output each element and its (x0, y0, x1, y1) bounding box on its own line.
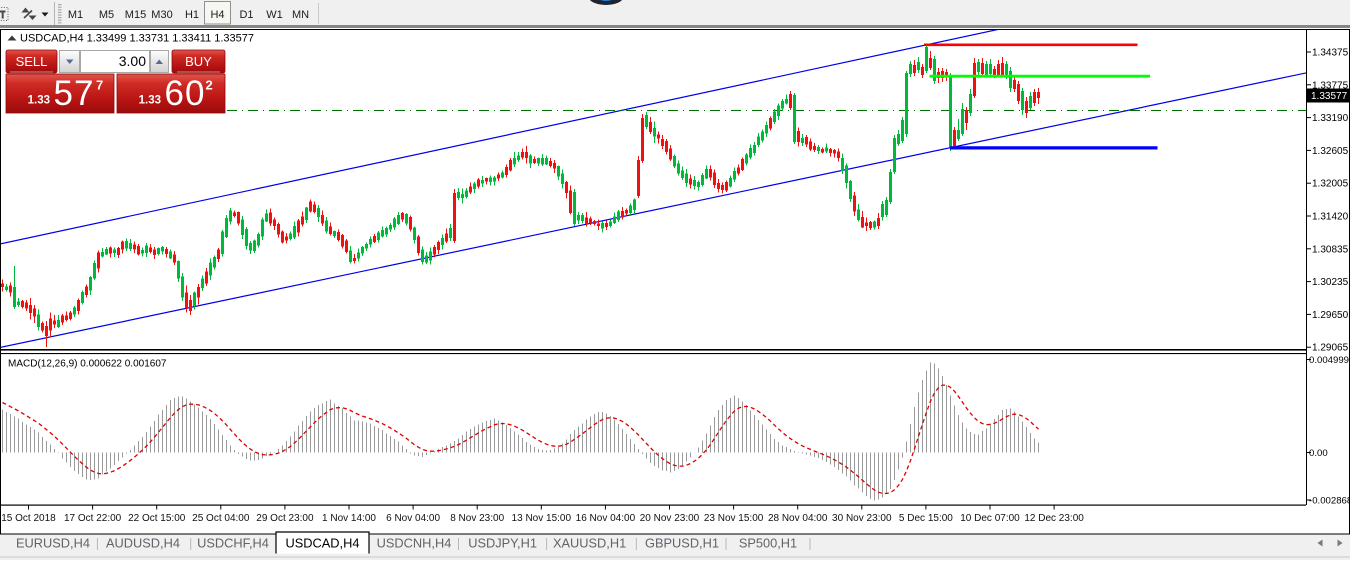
svg-text:23 Nov 15:00: 23 Nov 15:00 (704, 513, 764, 524)
svg-text:M30: M30 (151, 9, 172, 21)
svg-text:0.00: 0.00 (1309, 448, 1328, 459)
svg-text:H1: H1 (185, 9, 199, 21)
svg-text:29 Oct 23:00: 29 Oct 23:00 (256, 513, 314, 524)
svg-text:7: 7 (96, 78, 103, 93)
svg-text:28 Nov 04:00: 28 Nov 04:00 (768, 513, 828, 524)
svg-text:16 Nov 04:00: 16 Nov 04:00 (576, 513, 636, 524)
svg-text:AUDUSD,H4: AUDUSD,H4 (106, 536, 180, 551)
svg-text:20 Nov 23:00: 20 Nov 23:00 (640, 513, 700, 524)
svg-text:15 Oct 2018: 15 Oct 2018 (1, 513, 56, 524)
svg-text:1.33: 1.33 (139, 95, 161, 107)
svg-text:1.33190: 1.33190 (1312, 113, 1349, 124)
svg-text:USDCAD,H4: USDCAD,H4 (286, 536, 360, 551)
svg-text:USDJPY,H1: USDJPY,H1 (468, 536, 537, 551)
svg-text:2: 2 (206, 78, 213, 93)
svg-text:1.29065: 1.29065 (1312, 343, 1349, 354)
svg-text:1.33577: 1.33577 (1311, 91, 1348, 102)
svg-text:17 Oct 22:00: 17 Oct 22:00 (64, 513, 122, 524)
svg-text:SP500,H1: SP500,H1 (739, 536, 797, 551)
svg-text:-0.002868: -0.002868 (1309, 495, 1350, 506)
svg-text:USDCNH,H4: USDCNH,H4 (377, 536, 452, 551)
svg-text:D1: D1 (239, 9, 253, 21)
svg-text:BUY: BUY (185, 54, 212, 69)
svg-text:10 Dec 07:00: 10 Dec 07:00 (960, 513, 1020, 524)
svg-text:13 Nov 15:00: 13 Nov 15:00 (512, 513, 572, 524)
svg-text:1.34375: 1.34375 (1312, 48, 1349, 59)
svg-text:1.32005: 1.32005 (1312, 179, 1349, 190)
svg-text:6 Nov 04:00: 6 Nov 04:00 (386, 513, 440, 524)
svg-text:M5: M5 (99, 9, 114, 21)
svg-text:3.00: 3.00 (119, 53, 146, 69)
svg-text:1 Nov 14:00: 1 Nov 14:00 (322, 513, 376, 524)
svg-text:EURUSD,H4: EURUSD,H4 (16, 536, 90, 551)
svg-text:22 Oct 15:00: 22 Oct 15:00 (128, 513, 186, 524)
svg-text:H4: H4 (210, 9, 224, 21)
svg-text:5 Dec 15:00: 5 Dec 15:00 (899, 513, 953, 524)
svg-text:XAUUSD,H1: XAUUSD,H1 (553, 536, 626, 551)
svg-text:M15: M15 (125, 9, 146, 21)
svg-text:1.30835: 1.30835 (1312, 244, 1349, 255)
svg-text:M1: M1 (68, 9, 83, 21)
svg-text:60: 60 (165, 74, 206, 113)
svg-text:W1: W1 (266, 9, 283, 21)
svg-text:USDCHF,H4: USDCHF,H4 (197, 536, 269, 551)
svg-text:GBPUSD,H1: GBPUSD,H1 (645, 536, 719, 551)
svg-text:MACD(12,26,9) 0.000622 0.00160: MACD(12,26,9) 0.000622 0.001607 (8, 359, 167, 370)
svg-text:1.29650: 1.29650 (1312, 310, 1349, 321)
svg-text:25 Oct 04:00: 25 Oct 04:00 (192, 513, 250, 524)
svg-text:12 Dec 23:00: 12 Dec 23:00 (1024, 513, 1084, 524)
svg-text:57: 57 (54, 74, 95, 113)
svg-text:1.33775: 1.33775 (1312, 80, 1349, 91)
svg-text:30 Nov 23:00: 30 Nov 23:00 (832, 513, 892, 524)
svg-text:SELL: SELL (16, 54, 48, 69)
svg-text:USDCAD,H4 1.33499 1.33731 1.3: USDCAD,H4 1.33499 1.33731 1.33411 1.3357… (20, 33, 254, 45)
svg-text:1.31420: 1.31420 (1312, 212, 1349, 223)
svg-text:8 Nov 23:00: 8 Nov 23:00 (450, 513, 504, 524)
svg-text:0.004999: 0.004999 (1309, 355, 1349, 366)
svg-text:MN: MN (292, 9, 309, 21)
svg-text:1.30235: 1.30235 (1312, 277, 1349, 288)
svg-text:1.33: 1.33 (28, 95, 50, 107)
svg-text:1.32605: 1.32605 (1312, 146, 1349, 157)
